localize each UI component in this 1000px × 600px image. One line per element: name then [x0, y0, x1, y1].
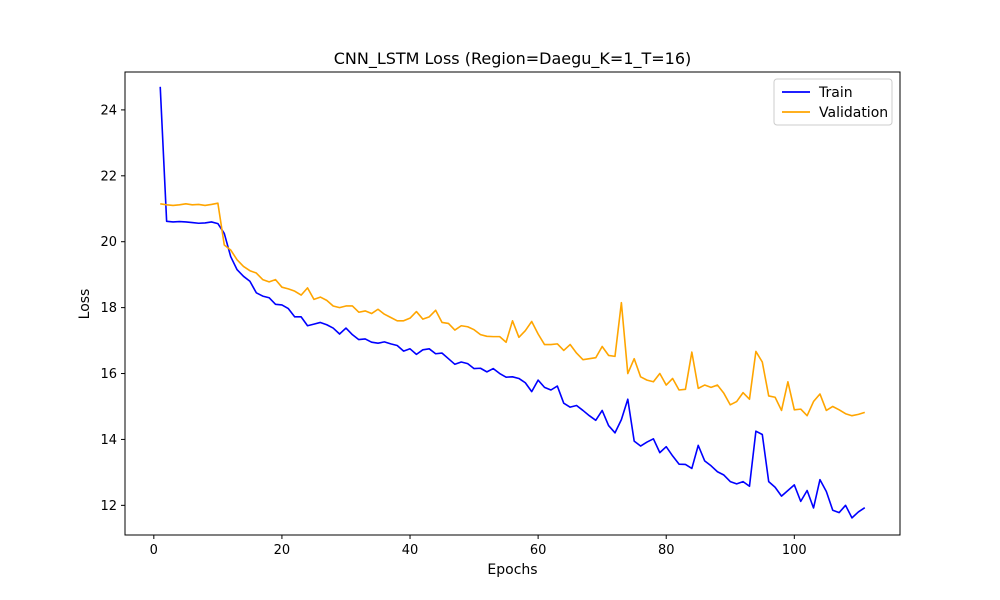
legend: Train Validation [773, 78, 893, 126]
x-tick-label: 40 [402, 543, 419, 558]
y-tick-label: 12 [100, 499, 117, 514]
y-axis-label: Loss [77, 289, 93, 320]
legend-label-train: Train [818, 85, 853, 101]
y-tick-label: 16 [100, 367, 117, 382]
y-tick-label: 18 [100, 301, 117, 316]
x-tick-label: 20 [274, 543, 291, 558]
series-line-validation [160, 202, 866, 417]
x-tick-label: 100 [782, 543, 807, 558]
y-tick-label: 22 [100, 169, 117, 184]
y-tick-label: 20 [100, 235, 117, 250]
plot-area [124, 71, 901, 536]
chart-title: CNN_LSTM Loss (Region=Daegu_K=1_T=16) [334, 49, 692, 69]
x-tick-label: 60 [530, 543, 547, 558]
y-tick-label: 24 [100, 103, 117, 118]
y-tick-label: 14 [100, 433, 117, 448]
y-axis: 12 14 16 18 20 22 24 [100, 103, 125, 514]
plot-frame [124, 71, 901, 536]
x-axis-label: Epochs [487, 562, 537, 578]
x-tick-label: 80 [658, 543, 675, 558]
legend-label-validation: Validation [819, 105, 888, 121]
series-line-train [159, 86, 866, 519]
x-axis: 0 20 40 60 80 100 [150, 535, 807, 558]
x-tick-label: 0 [150, 543, 158, 558]
legend-box [773, 78, 893, 126]
